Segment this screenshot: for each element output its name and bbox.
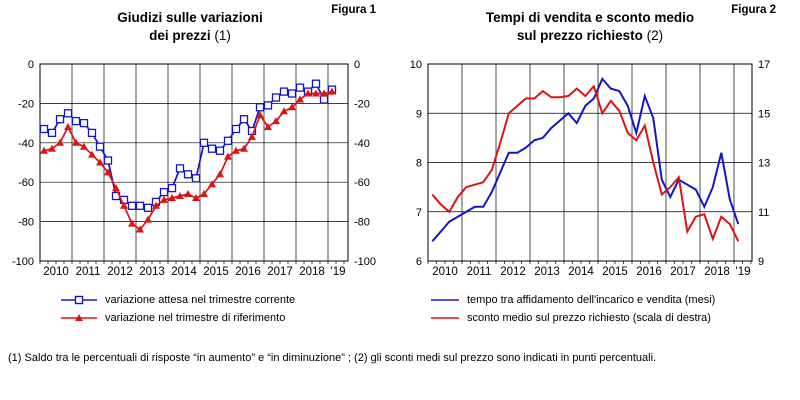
figure-2-title-line2: sul prezzo richiesto [516,27,643,43]
svg-text:17: 17 [758,59,770,71]
svg-text:2015: 2015 [203,266,229,278]
svg-text:2013: 2013 [534,266,560,278]
svg-text:7: 7 [416,207,422,219]
svg-text:6: 6 [416,256,422,268]
figure-2-title-line1: Tempi di vendita e sconto medio [485,10,695,25]
svg-text:0: 0 [28,59,34,71]
figure-2-title: Tempi di vendita e sconto medio sul prez… [400,9,780,44]
svg-text:2017: 2017 [670,266,696,278]
svg-text:2017: 2017 [267,266,293,278]
legend-item: sconto medio sul prezzo richiesto (scala… [430,310,715,326]
svg-text:8: 8 [416,158,422,170]
svg-text:2012: 2012 [107,266,133,278]
svg-text:-20: -20 [354,98,370,110]
svg-text:9: 9 [416,108,422,120]
blue-square-marker-icon [60,294,98,306]
svg-text:2018: 2018 [299,266,325,278]
figure-1-title: Giudizi sulle variazioni dei prezzi (1) [0,9,380,44]
legend-label: tempo tra affidamento dell'incarico e ve… [467,294,716,306]
svg-text:'19: '19 [736,266,751,278]
blue-line-marker-icon [430,294,460,306]
svg-text:-80: -80 [354,217,370,229]
svg-text:2011: 2011 [467,266,492,278]
svg-text:2011: 2011 [76,266,101,278]
svg-text:'19: '19 [331,266,346,278]
svg-text:2010: 2010 [432,266,458,278]
svg-text:-100: -100 [12,256,34,268]
svg-text:2012: 2012 [500,266,526,278]
svg-text:11: 11 [758,207,769,219]
svg-text:2014: 2014 [568,266,594,278]
svg-text:2018: 2018 [704,266,730,278]
svg-text:10: 10 [410,59,422,71]
svg-text:2015: 2015 [602,266,628,278]
legend-item: variazione attesa nel trimestre corrente [60,292,295,308]
svg-text:-100: -100 [354,256,376,268]
figure-2-label: Figura 2 [731,4,776,16]
legend-item: tempo tra affidamento dell'incarico e ve… [430,292,715,308]
legend-label: variazione attesa nel trimestre corrente [105,294,296,306]
figure-1-label: Figura 1 [331,4,376,16]
figure-1-title-line2: dei prezzi [149,27,211,43]
svg-text:13: 13 [758,158,770,170]
figure-2-legend: tempo tra affidamento dell'incarico e ve… [430,292,715,326]
legend-item: variazione nel trimestre di riferimento [60,310,295,326]
figure-1-title-line1: Giudizi sulle variazioni [117,10,263,25]
figure-1-legend: variazione attesa nel trimestre corrente… [60,292,295,326]
figure-2-title-note: (2) [646,27,664,43]
svg-text:-40: -40 [354,138,370,150]
svg-text:2016: 2016 [636,266,662,278]
svg-text:2010: 2010 [43,266,69,278]
svg-text:-60: -60 [18,177,34,189]
red-triangle-marker-icon [60,312,98,324]
svg-text:-80: -80 [18,217,34,229]
footnote: (1) Saldo tra le percentuali di risposte… [8,352,657,364]
svg-text:-20: -20 [18,98,34,110]
legend-label: sconto medio sul prezzo richiesto (scala… [467,312,711,324]
figure-1-title-note: (1) [214,27,231,43]
figure-2-panel: Figura 2 Tempi di vendita e sconto medio… [400,0,800,400]
svg-text:15: 15 [758,108,770,120]
svg-text:9: 9 [758,256,764,268]
svg-text:-40: -40 [18,138,34,150]
svg-text:2013: 2013 [139,266,165,278]
svg-text:2016: 2016 [235,266,261,278]
svg-text:2014: 2014 [171,266,197,278]
selling-time-discount-chart: 10 9 8 7 6 17 15 13 11 9 2010 2011 2012 2013 2014 2015 2… [410,59,771,278]
svg-text:0: 0 [354,59,360,71]
figure-1-panel: Figura 1 Giudizi sulle variazioni dei pr… [0,4,380,326]
price-judgments-chart: 0 0 -20 -20 -40 -40 -60 -60 -80 -80 -100 -100 2010 20… [12,59,376,278]
red-line-marker-icon [430,312,460,324]
legend-label: variazione nel trimestre di riferimento [105,312,286,324]
svg-text:-60: -60 [354,177,370,189]
